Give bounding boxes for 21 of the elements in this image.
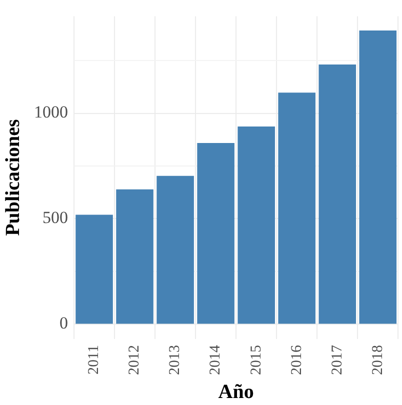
y-tick-label: 500 — [42, 208, 68, 228]
bar — [238, 126, 275, 324]
bar — [116, 189, 154, 324]
x-tick-label: 2013 — [167, 345, 184, 375]
x-tick-label: 2018 — [370, 345, 386, 375]
y-tick-label: 0 — [60, 314, 68, 333]
x-tick-label: 2017 — [329, 344, 346, 375]
x-tick-label: 2014 — [208, 344, 224, 375]
x-tick-label: 2011 — [86, 345, 102, 374]
bar — [278, 92, 316, 324]
x-tick-label: 2015 — [248, 345, 264, 375]
bar — [76, 214, 113, 324]
x-tick-label: 2016 — [288, 344, 305, 375]
x-axis-title: Año — [218, 381, 254, 404]
bar — [359, 30, 397, 324]
bar — [318, 64, 356, 324]
bar — [156, 176, 194, 324]
y-axis-title: Publicaciones — [2, 119, 24, 236]
x-tick-label: 2012 — [126, 345, 143, 375]
bar — [197, 143, 234, 324]
y-tick-label: 1000 — [34, 102, 68, 122]
